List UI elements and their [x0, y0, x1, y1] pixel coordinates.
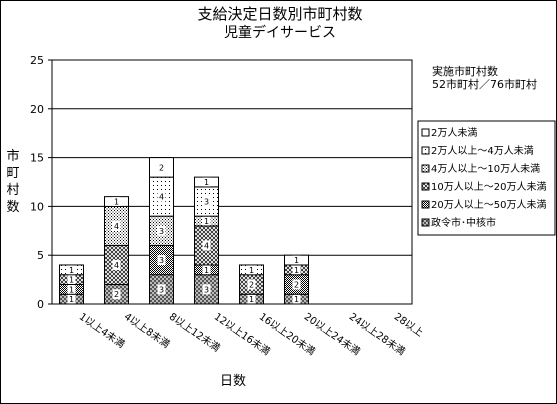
data-label-4-2: 2	[249, 280, 254, 289]
legend-label-2: 4万人以上～10万人未満	[431, 163, 540, 175]
legend-swatch-4	[421, 200, 430, 209]
legend: 2万人未満 2万人以上～4万人未満 4万人以上～10万人未満 10万人以上～20万人未…	[417, 120, 556, 236]
data-label-bg-1-2	[112, 259, 121, 270]
data-label-bg-3-2	[202, 240, 211, 251]
note-line-1: 52市町村／76市町村	[432, 77, 537, 91]
data-label-bg-0-0	[67, 294, 76, 304]
data-label-bg-4-0	[247, 294, 256, 304]
x-category-label-0: 1以上4未満	[77, 311, 127, 351]
data-label-1-5: 1	[114, 198, 119, 207]
data-label-bg-5-0	[292, 294, 301, 304]
legend-swatch-5	[421, 218, 430, 227]
data-label-2-5: 2	[159, 163, 164, 172]
data-label-bg-2-5	[157, 162, 166, 173]
legend-swatch-1	[421, 146, 430, 155]
axes	[51, 60, 412, 305]
chart-subtitle: 児童デイサービス	[224, 24, 336, 41]
data-label-bg-4-4	[247, 265, 256, 275]
y-tick-label-1: 5	[37, 249, 44, 262]
data-label-bg-0-1	[67, 284, 76, 294]
legend-label-0: 2万人未満	[431, 127, 477, 139]
bar-segment-3-2	[194, 225, 219, 266]
data-label-2-1: 3	[159, 256, 164, 265]
data-label-bg-2-0	[157, 284, 166, 295]
legend-label-5: 政令市･中核市	[431, 216, 496, 229]
legend-label-4: 20万人以上～50万人未満	[431, 199, 546, 211]
data-label-5-5: 1	[294, 256, 299, 265]
data-label-1-3: 4	[114, 222, 119, 231]
data-label-3-3: 1	[204, 217, 209, 226]
data-label-2-0: 3	[159, 285, 164, 294]
y-tick-label-2: 10	[30, 200, 44, 213]
data-label-3-4: 3	[204, 198, 209, 207]
data-label-3-0: 3	[204, 285, 209, 294]
data-label-0-1: 1	[69, 285, 74, 294]
legend-label-3: 10万人以上～20万人未満	[431, 181, 546, 193]
data-label-4-4: 1	[249, 266, 254, 275]
data-label-bg-1-5	[112, 197, 121, 206]
y-tick-label-4: 20	[30, 103, 44, 116]
data-label-bg-0-4	[67, 265, 76, 275]
data-label-4-0: 1	[249, 295, 254, 304]
legend-swatch-3	[421, 182, 430, 191]
data-label-bg-5-1	[292, 279, 301, 290]
legend-swatch-2	[421, 164, 430, 173]
data-label-5-0: 1	[294, 295, 299, 304]
data-label-bg-3-1	[202, 265, 211, 275]
data-label-3-2: 4	[204, 241, 209, 250]
data-label-0-4: 1	[69, 266, 74, 275]
chart-title: 支給決定日数別市町村数	[197, 5, 362, 23]
data-label-2-3: 3	[159, 227, 164, 236]
data-label-bg-0-2	[67, 275, 76, 284]
y-axis-label: 市町村数	[6, 148, 19, 215]
data-label-3-1: 1	[204, 266, 209, 275]
legend-swatch-0	[421, 128, 430, 137]
data-label-3-5: 1	[204, 178, 209, 187]
data-label-bg-4-2	[247, 279, 256, 290]
data-label-1-0: 2	[114, 290, 119, 299]
y-axis-label-char-0: 市	[6, 148, 19, 164]
y-axis-label-char-3: 数	[6, 200, 19, 215]
data-label-0-0: 1	[69, 295, 74, 304]
data-label-0-2: 1	[69, 276, 74, 285]
data-label-5-2: 1	[294, 266, 299, 275]
legend-box	[417, 120, 556, 236]
x-axis-label: 日数	[220, 374, 246, 389]
y-axis-label-char-1: 町	[6, 166, 19, 181]
data-label-bg-5-2	[292, 265, 301, 275]
legend-label-1: 2万人以上～4万人未満	[431, 145, 534, 157]
data-label-2-4: 4	[159, 193, 164, 202]
y-axis-label-char-2: 村	[6, 183, 19, 198]
data-label-1-2: 4	[114, 261, 119, 270]
data-label-bg-2-3	[157, 225, 166, 236]
y-tick-labels: 0 5 10 15 20 25	[30, 54, 52, 311]
y-tick-label-5: 25	[30, 54, 44, 67]
x-category-label-7: 28以上	[392, 311, 426, 340]
data-label-bg-2-4	[157, 191, 166, 202]
data-label-bg-3-0	[202, 284, 211, 295]
data-label-bg-1-0	[112, 289, 121, 300]
data-label-bg-3-3	[202, 216, 211, 226]
data-label-bg-3-5	[202, 177, 211, 187]
y-tick-label-0: 0	[37, 298, 44, 311]
data-label-bg-3-4	[202, 196, 211, 207]
y-tick-label-3: 15	[30, 152, 44, 165]
data-label-bg-2-1	[157, 255, 166, 266]
data-label-bg-5-5	[292, 255, 301, 265]
data-label-5-1: 2	[294, 280, 299, 289]
x-category-label-1: 4以上8未満	[122, 311, 172, 351]
data-label-bg-1-3	[112, 220, 121, 231]
note-line-0: 実施市町村数	[432, 64, 498, 78]
x-category-labels: 1以上4未満4以上8未満8以上12未満12以上16未満16以上20未満20以上2…	[77, 311, 426, 358]
